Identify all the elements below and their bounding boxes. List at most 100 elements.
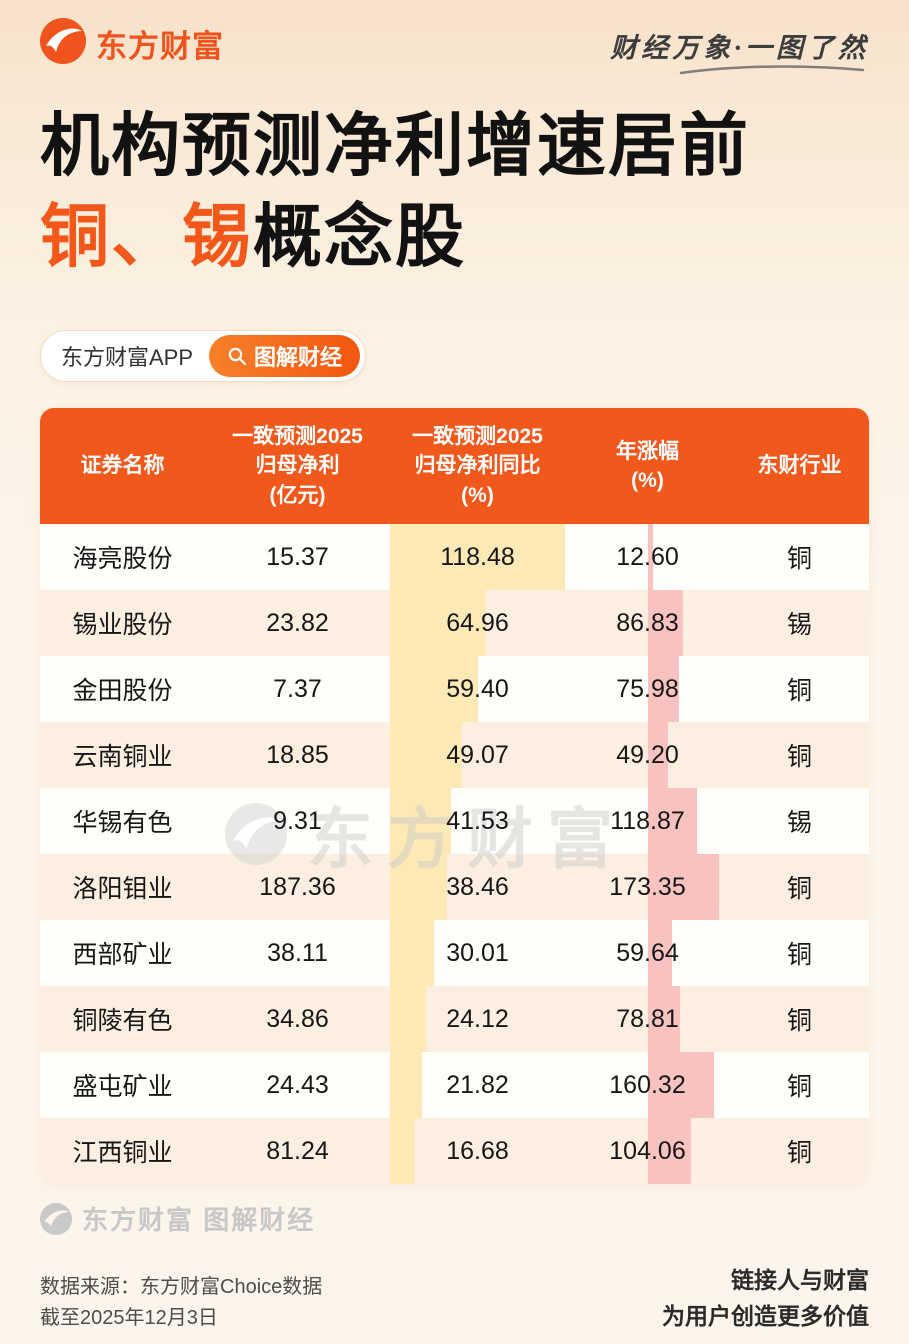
change-bar [647, 656, 679, 723]
yoy-bar [390, 590, 486, 657]
industry-value: 锡 [786, 809, 812, 838]
table-row: 江西铜业 81.24 16.68 104.06 铜 [40, 1118, 869, 1185]
change-bar [647, 1052, 714, 1119]
profit-value: 7.37 [273, 674, 322, 703]
slogan-line2: 为用户创造更多价值 [662, 1302, 869, 1329]
yoy-bar [390, 656, 478, 723]
yoy-cell: 64.96 [390, 590, 565, 657]
stock-name: 金田股份 [72, 677, 173, 706]
stock-name: 铜陵有色 [72, 1007, 173, 1036]
table-row: 锡业股份 23.82 64.96 86.83 锡 [40, 590, 869, 657]
profit-value: 81.24 [266, 1136, 329, 1165]
industry-value: 铜 [786, 1073, 812, 1102]
stock-name: 洛阳钼业 [72, 875, 173, 904]
change-cell: 118.87 [565, 788, 730, 855]
col-header-industry: 东财行业 [757, 454, 842, 478]
title-line2: 铜、锡概念股 [40, 191, 869, 282]
yoy-bar [390, 788, 452, 855]
yoy-bar [390, 920, 435, 987]
change-cell: 78.81 [565, 986, 730, 1053]
source-line: 数据来源：东方财富Choice数据 [40, 1276, 323, 1299]
table-row: 金田股份 7.37 59.40 75.98 铜 [40, 656, 869, 723]
industry-value: 铜 [786, 1007, 812, 1036]
eastmoney-swoosh-icon [40, 18, 86, 69]
change-bar [647, 986, 681, 1053]
col-header-profit: 一致预测2025 归母净利 (亿元) [232, 425, 363, 507]
col-header-yoy: 一致预测2025 归母净利同比 (%) [412, 425, 543, 507]
industry-value: 铜 [786, 545, 812, 574]
profit-value: 38.11 [267, 938, 328, 967]
change-cell: 49.20 [565, 722, 730, 789]
yoy-bar [390, 854, 447, 921]
industry-value: 铜 [786, 1139, 812, 1168]
page-title: 机构预测净利增速居前 铜、锡概念股 [40, 100, 869, 282]
bottom-watermark: 东方财富 图解财经 [40, 1200, 869, 1237]
change-bar [647, 590, 684, 657]
app-pill-label: 东方财富APP [61, 345, 194, 371]
yoy-cell: 30.01 [390, 920, 565, 987]
top-bar: 东方财富 财经万象·一图了然 [40, 0, 869, 75]
industry-value: 铜 [786, 875, 812, 904]
search-button-label: 图解财经 [254, 345, 343, 371]
table-row: 西部矿业 38.11 30.01 59.64 铜 [40, 920, 869, 987]
yoy-cell: 49.07 [390, 722, 565, 789]
yoy-bar [390, 1052, 423, 1119]
stock-name: 锡业股份 [72, 611, 173, 640]
yoy-bar [390, 524, 565, 591]
industry-value: 铜 [786, 941, 812, 970]
stock-name: 云南铜业 [72, 743, 173, 772]
profit-value: 15.37 [266, 542, 329, 571]
stock-name: 华锡有色 [72, 809, 173, 838]
change-bar [647, 1118, 691, 1185]
profit-value: 187.36 [259, 872, 336, 901]
industry-value: 铜 [786, 677, 812, 706]
stock-table: 证券名称 一致预测2025 归母净利 (亿元) 一致预测2025 归母净利同比 … [40, 408, 869, 1185]
profit-value: 23.82 [266, 608, 329, 637]
magnifier-icon [228, 347, 247, 366]
tagline-underline [679, 65, 865, 75]
profit-value: 24.43 [266, 1070, 329, 1099]
change-bar [647, 524, 654, 591]
search-button[interactable]: 图解财经 [209, 335, 361, 378]
stock-name: 盛屯矿业 [72, 1073, 173, 1102]
slogan-line1: 链接人与财富 [731, 1267, 869, 1294]
table-row: 云南铜业 18.85 49.07 49.20 铜 [40, 722, 869, 789]
change-cell: 75.98 [565, 656, 730, 723]
tagline: 财经万象·一图了然 [610, 18, 869, 75]
table-row: 华锡有色 9.31 41.53 118.87 锡 [40, 788, 869, 855]
profit-value: 18.85 [266, 740, 329, 769]
bottom-watermark-text: 东方财富 图解财经 [82, 1205, 316, 1236]
change-cell: 173.35 [565, 854, 730, 921]
change-cell: 160.32 [565, 1052, 730, 1119]
change-cell: 86.83 [565, 590, 730, 657]
table-row: 铜陵有色 34.86 24.12 78.81 铜 [40, 986, 869, 1053]
industry-value: 锡 [786, 611, 812, 640]
table-row: 盛屯矿业 24.43 21.82 160.32 铜 [40, 1052, 869, 1119]
col-header-name: 证券名称 [80, 454, 165, 478]
yoy-cell: 24.12 [390, 986, 565, 1053]
brand-name: 东方财富 [96, 29, 224, 64]
industry-value: 铜 [786, 743, 812, 772]
app-pill: 东方财富APP 图解财经 [40, 330, 367, 383]
change-bar [647, 920, 673, 987]
table-header: 证券名称 一致预测2025 归母净利 (亿元) 一致预测2025 归母净利同比 … [40, 408, 869, 525]
yoy-cell: 21.82 [390, 1052, 565, 1119]
asof-line: 截至2025年12月3日 [40, 1307, 218, 1330]
stock-name: 海亮股份 [72, 545, 173, 574]
footer: 数据来源：东方财富Choice数据 截至2025年12月3日 链接人与财富 为用… [40, 1263, 869, 1334]
yoy-bar [390, 1118, 415, 1185]
stock-name: 江西铜业 [72, 1139, 173, 1168]
change-cell: 59.64 [565, 920, 730, 987]
title-line1: 机构预测净利增速居前 [40, 107, 750, 184]
data-source: 数据来源：东方财富Choice数据 截至2025年12月3日 [40, 1272, 322, 1334]
yoy-bar [390, 722, 463, 789]
yoy-cell: 41.53 [390, 788, 565, 855]
profit-value: 9.31 [273, 806, 322, 835]
change-bar [647, 854, 720, 921]
stock-name: 西部矿业 [72, 941, 173, 970]
change-cell: 104.06 [565, 1118, 730, 1185]
change-bar [647, 788, 697, 855]
profit-value: 34.86 [266, 1004, 329, 1033]
table-row: 海亮股份 15.37 118.48 12.60 铜 [40, 524, 869, 591]
